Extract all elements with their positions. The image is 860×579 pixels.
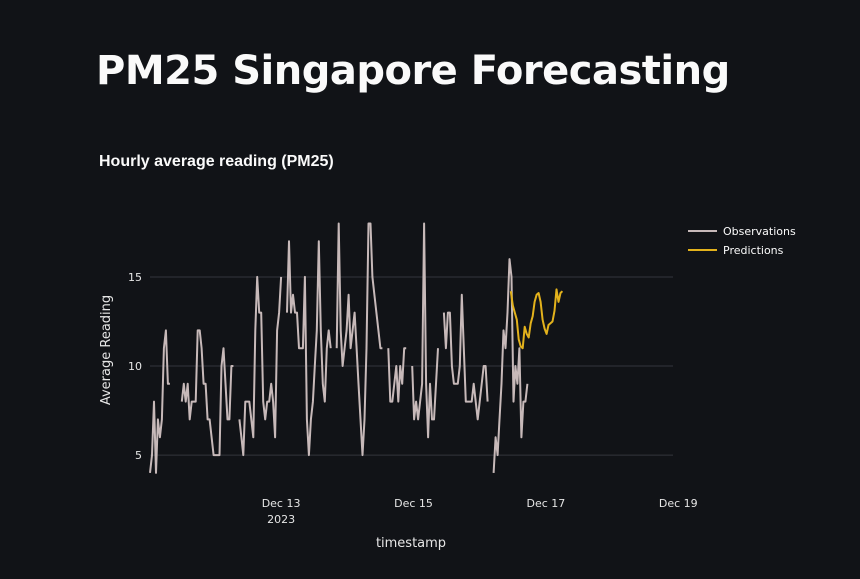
legend-label: Predictions: [723, 244, 784, 257]
y-tick-label: 10: [128, 360, 142, 373]
x-tick-label: Dec 13: [262, 497, 301, 510]
x-axis-ticks: Dec 13 2023 Dec 15 Dec 17 Dec 19: [262, 497, 698, 526]
x-tick-label: Dec 17: [527, 497, 566, 510]
series-line-predictions: [509, 288, 564, 350]
legend-label: Observations: [723, 225, 796, 238]
legend-item-observations[interactable]: Observations: [688, 225, 796, 238]
x-tick-label: Dec 15: [394, 497, 433, 510]
chart-series: [149, 222, 564, 474]
chart-grid: [150, 276, 673, 456]
y-axis-title: Average Reading: [99, 295, 114, 405]
chart-title: Hourly average reading (PM25): [99, 153, 334, 170]
chart-legend[interactable]: Observations Predictions: [688, 225, 796, 257]
y-tick-label: 15: [128, 271, 142, 284]
x-axis-title: timestamp: [376, 536, 446, 551]
series-line-observations: [149, 222, 529, 474]
page-title: PM25 Singapore Forecasting: [96, 48, 730, 94]
x-tick-sublabel: 2023: [267, 513, 295, 526]
y-tick-label: 5: [135, 449, 142, 462]
x-tick-label: Dec 19: [659, 497, 698, 510]
legend-item-predictions[interactable]: Predictions: [688, 244, 784, 257]
y-axis-ticks: 5 10 15: [128, 271, 142, 462]
